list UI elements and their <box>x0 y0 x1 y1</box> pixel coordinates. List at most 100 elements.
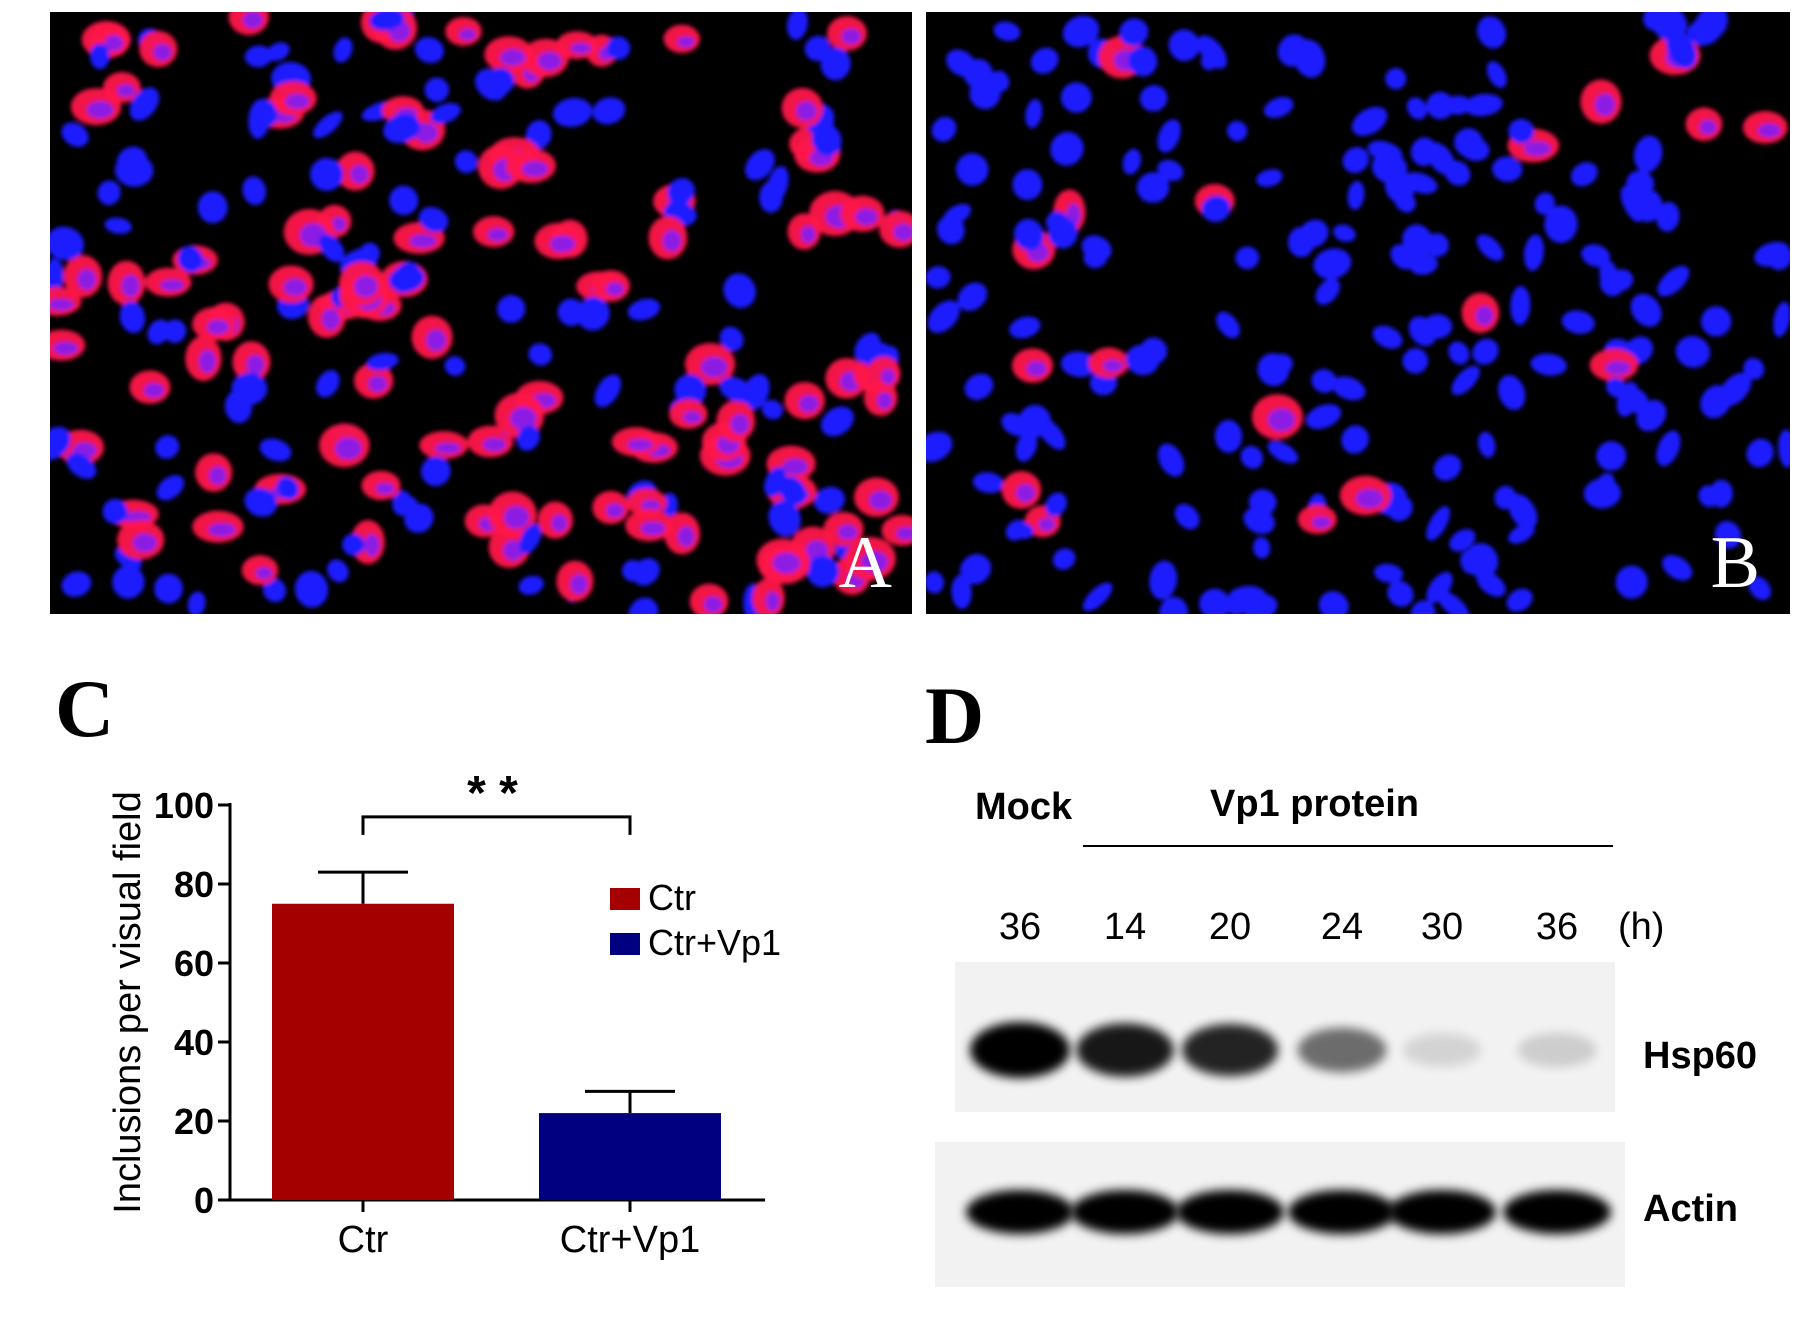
nucleus <box>814 486 845 514</box>
nucleus <box>1263 97 1294 118</box>
nucleus <box>772 552 801 574</box>
nucleus <box>154 573 183 604</box>
nucleus <box>628 597 659 614</box>
nucleus <box>143 382 165 398</box>
nucleus <box>811 123 842 156</box>
nucleus <box>1651 12 1688 42</box>
y-tick-label: 60 <box>174 943 214 984</box>
y-tick-label: 0 <box>194 1180 214 1221</box>
blot-time-label: 20 <box>1208 906 1252 948</box>
nucleus <box>719 326 744 352</box>
nucleus <box>1693 12 1729 43</box>
nucleus <box>1508 523 1535 544</box>
blot-row-label-hsp60: Hsp60 <box>1643 1035 1758 1077</box>
nucleus <box>242 12 263 29</box>
nucleus <box>1174 503 1200 530</box>
nucleus <box>946 49 976 77</box>
nucleus <box>482 437 507 452</box>
nucleus <box>1494 485 1517 510</box>
nucleus <box>153 43 172 61</box>
nucleus <box>1433 454 1462 481</box>
nucleus <box>1411 600 1436 614</box>
nucleus <box>1754 241 1790 267</box>
nucleus <box>418 206 449 233</box>
nucleus <box>404 503 434 533</box>
nucleus <box>502 540 524 561</box>
nucleus <box>1437 590 1470 614</box>
nucleus <box>129 87 160 121</box>
nucleus <box>1305 404 1342 430</box>
nucleus <box>1001 412 1029 437</box>
blot-band <box>1288 1190 1396 1234</box>
nucleus <box>521 160 549 177</box>
nucleus <box>283 278 307 297</box>
nucleus <box>860 550 889 573</box>
nucleus <box>327 559 349 583</box>
nucleus <box>53 341 78 355</box>
nucleus <box>576 296 610 331</box>
nucleus <box>931 116 957 142</box>
nucleus <box>1426 506 1450 541</box>
nucleus <box>375 482 395 495</box>
nucleus <box>1119 18 1149 47</box>
nucleus <box>114 153 154 187</box>
nucleus <box>1052 548 1076 570</box>
nucleus <box>77 268 97 291</box>
nucleus <box>955 153 989 186</box>
nucleus <box>1384 170 1415 204</box>
nucleus <box>1200 50 1220 71</box>
nucleus <box>895 526 912 540</box>
nucleus <box>1583 478 1621 509</box>
nucleus <box>208 466 227 485</box>
nucleus <box>957 282 988 312</box>
nucleus <box>1477 16 1507 49</box>
nucleus <box>1122 148 1142 175</box>
panel-label-a: A <box>838 522 892 604</box>
nucleus <box>1476 234 1504 261</box>
nucleus <box>454 150 478 174</box>
nucleus <box>366 352 399 371</box>
nucleus <box>1657 265 1690 297</box>
nucleus <box>310 157 344 191</box>
nucleus <box>537 51 562 71</box>
nucleus <box>206 319 230 335</box>
nucleus <box>993 21 1021 42</box>
legend-swatch <box>610 888 640 910</box>
nucleus <box>1615 565 1648 599</box>
y-tick-label: 100 <box>154 785 214 826</box>
nucleus <box>765 591 780 611</box>
nucleus <box>61 122 89 148</box>
nucleus <box>1486 61 1507 88</box>
nucleus <box>723 273 756 309</box>
nucleus <box>841 28 861 45</box>
nucleus <box>1257 353 1290 387</box>
nucleus <box>1630 293 1662 327</box>
nucleus <box>570 42 592 54</box>
nucleus <box>1315 278 1341 305</box>
nucleus <box>1448 341 1470 365</box>
panel-label-c: C <box>55 663 115 754</box>
nucleus <box>1402 224 1434 258</box>
nucleus <box>926 431 953 462</box>
significance-marker: * * <box>467 767 518 820</box>
nucleus <box>383 113 421 144</box>
nucleus <box>425 329 447 352</box>
nucleus <box>321 308 340 331</box>
nucleus <box>294 570 329 608</box>
nucleus <box>1060 82 1092 113</box>
y-tick-label: 40 <box>174 1022 214 1063</box>
nucleus <box>1299 219 1329 248</box>
bar-ctr <box>272 903 454 1200</box>
nucleus <box>1387 495 1413 522</box>
nucleus <box>1140 337 1168 365</box>
nucleus <box>102 498 128 525</box>
nucleus <box>1157 119 1181 153</box>
nucleus <box>1426 142 1456 176</box>
nucleus <box>246 354 265 375</box>
nucleus <box>1385 67 1407 90</box>
nucleus <box>518 575 544 595</box>
nucleus <box>1508 118 1535 144</box>
nucleus <box>1331 376 1366 401</box>
nucleus <box>89 43 110 70</box>
nucleus <box>1699 119 1717 135</box>
